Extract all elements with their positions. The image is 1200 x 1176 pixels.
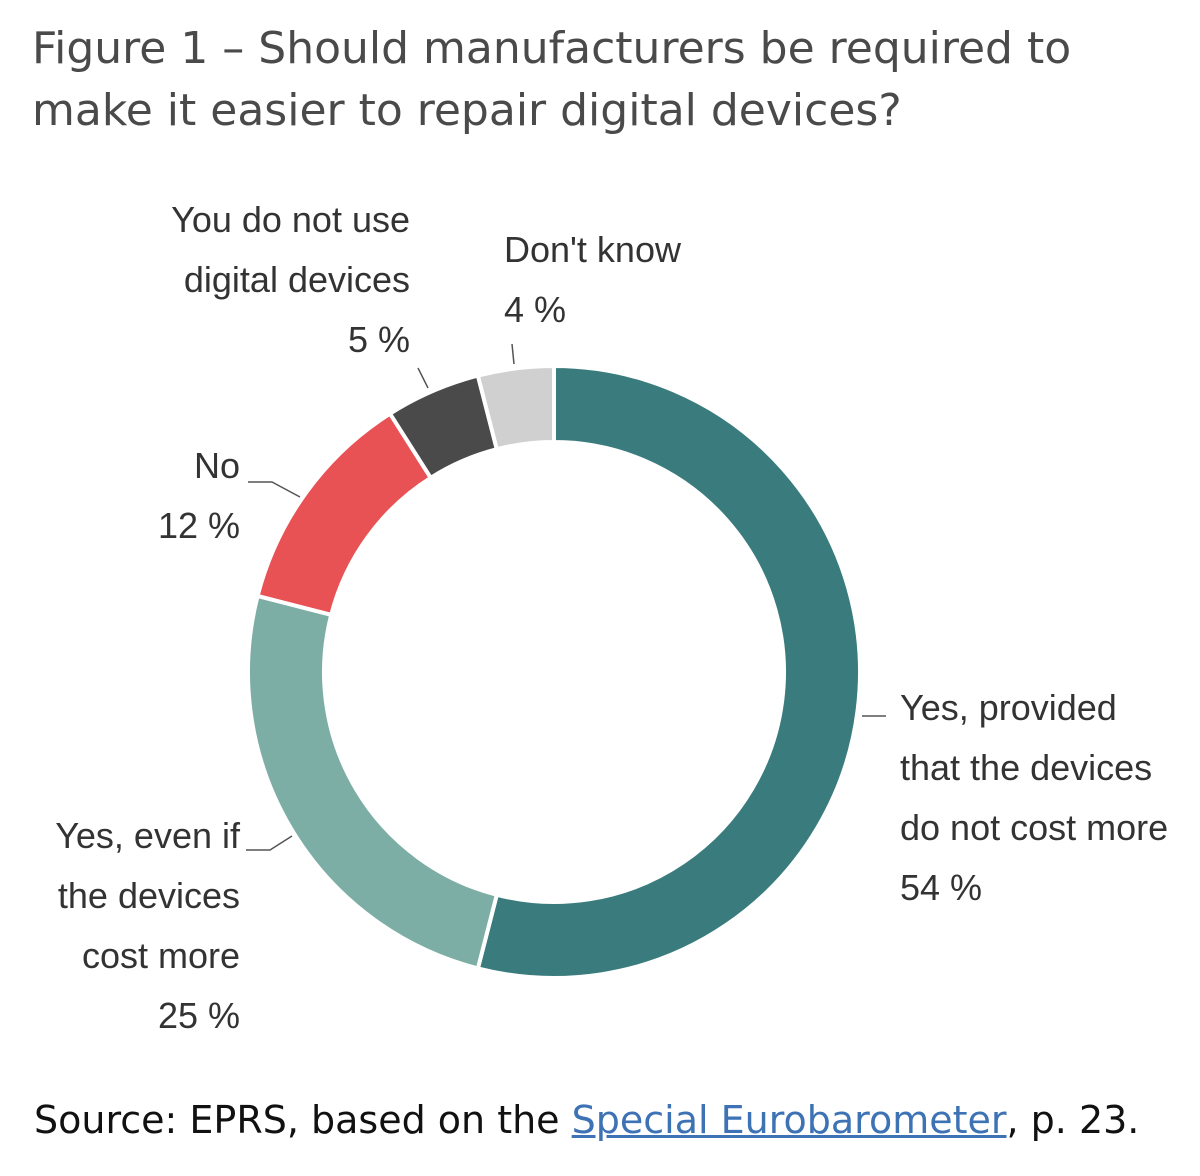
chart-title: Figure 1 – Should manufacturers be requi… [32,18,1192,142]
source-prefix: Source: EPRS, based on the [34,1098,572,1142]
slice-label-3-0: You do not use [171,199,410,240]
donut-slice-2 [255,410,434,618]
slice-value-4: 4 % [504,289,566,330]
slice-label-0-0: Yes, provided [900,687,1117,728]
slice-label-3-1: digital devices [184,259,410,300]
slice-label-1-0: Yes, even if [55,815,241,856]
slice-value-1: 25 % [158,995,240,1036]
chart-title-line-2: make it easier to repair digital devices… [32,85,902,136]
donut-slice-1 [246,593,500,971]
source-suffix: , p. 23. [1006,1098,1140,1142]
slice-label-0-1: that the devices [900,747,1152,788]
leader-line-4 [511,343,515,365]
source-note: Source: EPRS, based on the Special Eurob… [34,1098,1139,1142]
chart-title-line-1: Figure 1 – Should manufacturers be requi… [32,23,1072,74]
source-link[interactable]: Special Eurobarometer [571,1098,1007,1142]
slice-label-4-0: Don't know [504,229,682,270]
leader-line-1 [246,835,293,851]
slice-value-2: 12 % [158,505,240,546]
slice-label-1-1: the devices [58,875,240,916]
donut-slice-4 [475,363,556,452]
slice-value-0: 54 % [900,867,982,908]
slice-label-1-2: cost more [82,935,240,976]
slice-label-0-2: do not cost more [900,807,1168,848]
leader-line-3 [417,367,429,389]
leader-line-2 [248,481,301,498]
donut-slice-0 [475,363,862,980]
slice-label-2-0: No [194,445,240,486]
slice-value-3: 5 % [348,319,410,360]
